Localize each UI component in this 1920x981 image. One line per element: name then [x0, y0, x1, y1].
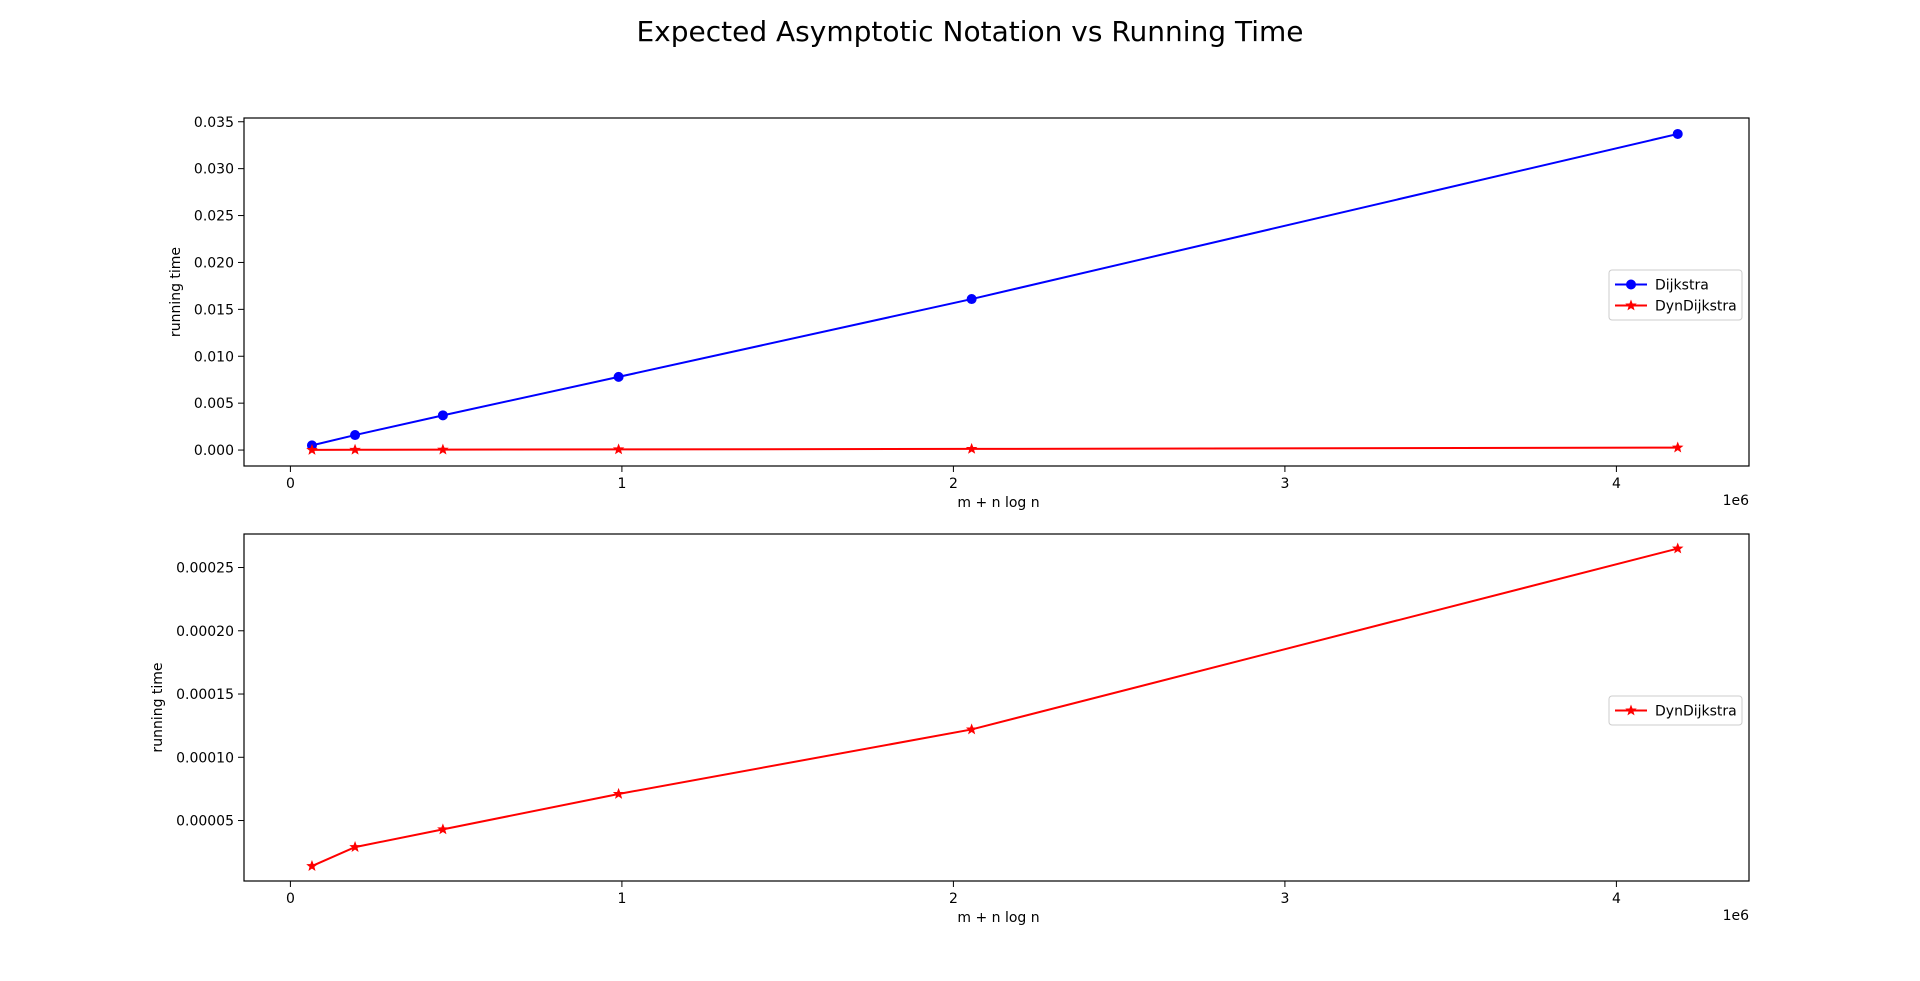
legend-label: DynDijkstra [1655, 704, 1737, 720]
x-tick-label: 0 [286, 891, 295, 907]
y-tick-label: 0.00020 [176, 624, 234, 640]
x-tick-label: 0 [286, 476, 295, 492]
data-point-dyndijkstra [349, 443, 361, 455]
y-tick-label: 0.010 [194, 349, 234, 365]
series-line-dijkstra [311, 132, 1678, 447]
legend-box [1608, 695, 1743, 726]
y-tick-label: 0.025 [194, 209, 234, 225]
data-point-dyndijkstra [437, 823, 449, 835]
legend-label: Dijkstra [1655, 278, 1709, 294]
y-tick-label: 0.00010 [176, 750, 234, 766]
x-tick-label: 1 [617, 476, 626, 492]
legend-label: DynDijkstra [1655, 299, 1737, 315]
data-point-dyndijkstra [612, 443, 625, 455]
y-tick-label: 0.030 [194, 162, 234, 178]
chart-panel-2: 0 1 2 3 4 0.00005 0.00010 0.00015 0.00020 0.00025… [150, 533, 1750, 926]
data-point-dyndijkstra [437, 443, 449, 455]
data-point-dyndijkstra [1671, 441, 1684, 453]
data-point-dyndijkstra [965, 723, 978, 735]
legend-marker [1625, 704, 1637, 716]
legend: Dijkstra DynDijkstra [1608, 269, 1743, 321]
x-tick-label: 3 [1280, 476, 1289, 492]
series-line-dyndijkstra [311, 547, 1678, 867]
plot-frame [243, 533, 1750, 882]
data-point-dyndijkstra [349, 841, 361, 852]
y-tick-label: 0.005 [194, 396, 234, 412]
data-point-dijkstra [350, 430, 361, 441]
data-point-dyndijkstra [306, 443, 318, 455]
y-axis-label: running time [168, 247, 184, 337]
x-tick-label: 2 [949, 476, 958, 492]
x-offset-text: 1e6 [1723, 908, 1750, 924]
data-point-dijkstra [966, 294, 977, 305]
y-tick-label: 0.00005 [176, 814, 234, 830]
y-tick-label: 0.00025 [176, 561, 234, 577]
chart-panel-1: 0 1 2 3 4 0.000 0.005 0.010 0.015 0.020 0.025 0.030… [168, 115, 1750, 511]
x-axis-label: m + n log n [957, 910, 1039, 926]
x-tick-label: 4 [1612, 891, 1621, 907]
y-axis-label: running time [150, 662, 166, 752]
x-axis-label: m + n log n [957, 495, 1039, 511]
legend-marker [1626, 279, 1636, 290]
plot-frame [243, 117, 1750, 467]
x-offset-text: 1e6 [1723, 493, 1750, 509]
data-point-dijkstra [1672, 128, 1683, 139]
y-tick-label: 0.000 [194, 443, 234, 459]
y-tick-label: 0.035 [194, 115, 234, 131]
data-point-dijkstra [613, 371, 624, 382]
y-tick-label: 0.00015 [176, 687, 234, 703]
legend: DynDijkstra [1608, 695, 1743, 726]
data-point-dyndijkstra [1671, 542, 1684, 554]
y-tick-label: 0.020 [194, 255, 234, 271]
figure-title: Expected Asymptotic Notation vs Running … [636, 15, 1303, 48]
series-line-dyndijkstra [311, 446, 1678, 451]
data-point-dyndijkstra [965, 442, 978, 454]
x-tick-label: 3 [1280, 891, 1289, 907]
x-tick-label: 2 [949, 891, 958, 907]
x-tick-label: 4 [1612, 476, 1621, 492]
data-point-dyndijkstra [612, 787, 625, 799]
data-point-dyndijkstra [306, 860, 318, 871]
y-tick-label: 0.015 [194, 302, 234, 318]
legend-marker [1625, 299, 1637, 311]
x-tick-label: 1 [617, 891, 626, 907]
legend-box [1608, 269, 1743, 321]
data-point-dijkstra [437, 410, 448, 421]
